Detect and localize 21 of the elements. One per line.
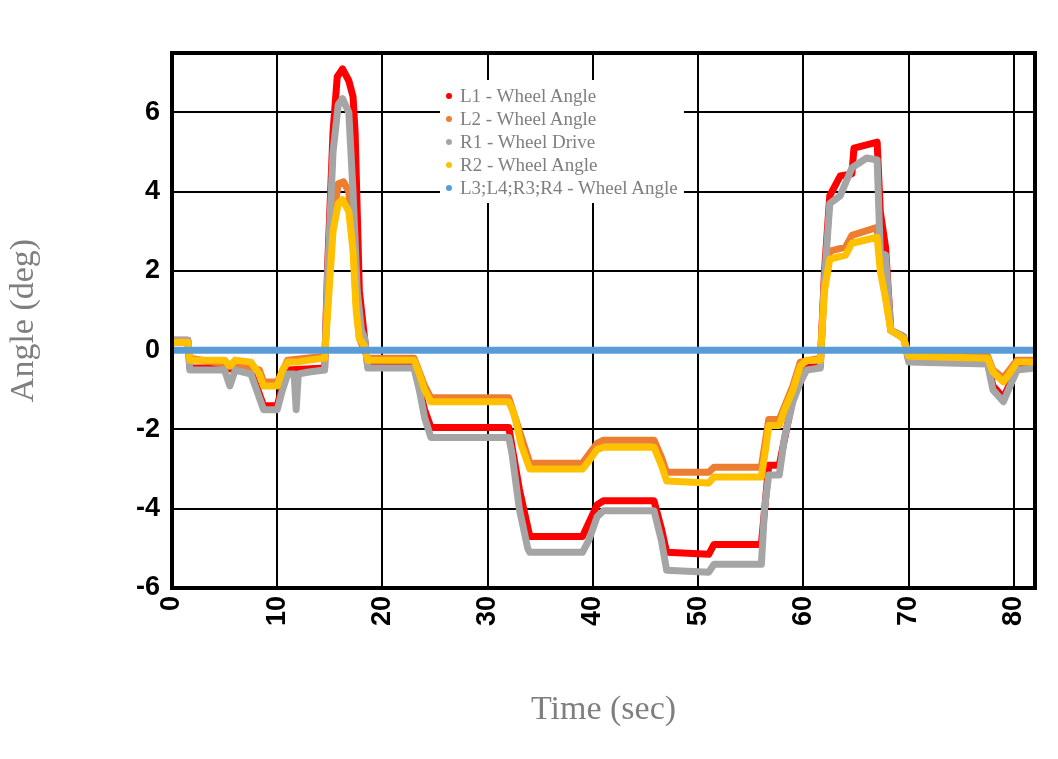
x-axis-title: Time (sec): [530, 688, 677, 727]
legend-label: L2 - Wheel Angle: [460, 107, 597, 130]
y-tick-label: -4: [135, 492, 160, 523]
x-tick-label: 30: [471, 596, 502, 627]
x-tick-label: 10: [260, 596, 291, 627]
x-tick-label: 50: [681, 596, 712, 627]
x-tick-label: 60: [786, 596, 817, 627]
y-tick-label: 4: [144, 175, 160, 206]
x-tick-label: 70: [892, 596, 923, 627]
legend-label: R2 - Wheel Angle: [460, 153, 598, 176]
x-tick-label: 20: [365, 596, 396, 627]
y-axis-title: Angle (deg): [3, 238, 42, 403]
legend-label: L3;L4;R3;R4 - Wheel Angle: [460, 176, 678, 199]
y-tick-label: 0: [144, 333, 160, 364]
x-tick-label: 80: [997, 596, 1028, 627]
y-tick-label: 6: [144, 95, 160, 126]
y-tick-label: -2: [135, 412, 160, 443]
x-tick-label: 40: [576, 596, 607, 627]
legend-label: L1 - Wheel Angle: [460, 84, 597, 107]
y-tick-label: 2: [144, 254, 160, 285]
legend-label: R1 - Wheel Drive: [460, 130, 596, 153]
